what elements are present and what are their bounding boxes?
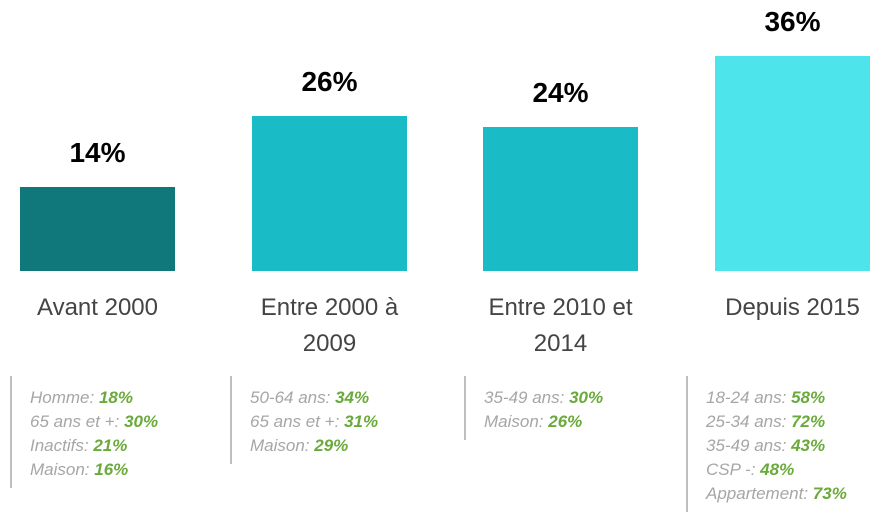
annotation-label: 65 ans et +: [30,412,120,431]
value-label: 24% [532,77,589,109]
annotation-label: Appartement: [706,484,809,503]
category-label: Avant 2000 [37,294,158,321]
annotation-label: Maison: [30,460,90,479]
annotation: 50-64 ans: 34% 65 ans et +: 31% Maison: 29… [230,376,378,464]
annotation-line: Inactifs: 21% [30,434,158,458]
annotation-line: 18-24 ans: 58% [706,386,847,410]
annotation-label: Inactifs: [30,436,89,455]
annotation-line: Maison: 16% [30,458,158,482]
annotation-label: 50-64 ans: [250,388,331,407]
annotation-line: 65 ans et +: 30% [30,410,158,434]
annotation-label: Homme: [30,388,95,407]
annotation-label: Maison: [484,412,544,431]
annotation-label: 18-24 ans: [706,388,787,407]
annotation-label: 65 ans et +: [250,412,340,431]
annotation-value: 16% [94,460,129,479]
bar [483,127,638,271]
annotation-value: 31% [344,412,379,431]
annotation-label: 35-49 ans: [484,388,565,407]
category-label: Depuis 2015 [725,294,860,321]
annotation-line: Appartement: 73% [706,482,847,506]
bar [20,187,175,271]
annotation-value: 48% [760,460,795,479]
annotation-line: CSP -: 48% [706,458,847,482]
annotation-line: 25-34 ans: 72% [706,410,847,434]
annotation-value: 26% [548,412,583,431]
annotation-value: 43% [791,436,826,455]
annotation: 35-49 ans: 30% Maison: 26% [464,376,603,440]
annotation: Homme: 18% 65 ans et +: 30% Inactifs: 21% M… [10,376,158,488]
annotation: 18-24 ans: 58% 25-34 ans: 72% 35-49 ans: 4… [686,376,847,512]
annotation-value: 34% [335,388,370,407]
annotation-value: 29% [314,436,349,455]
annotation-line: Homme: 18% [30,386,158,410]
annotation-line: 50-64 ans: 34% [250,386,378,410]
value-label: 26% [301,65,358,97]
category-label: Entre 2010 et 2014 [488,294,633,357]
annotation-line: Maison: 26% [484,410,603,434]
annotation-line: 35-49 ans: 43% [706,434,847,458]
annotation-value: 18% [98,388,133,407]
annotation-label: Maison: [250,436,310,455]
bar [252,115,407,271]
category-label: Entre 2000 à 2009 [260,294,399,357]
bar [715,55,870,271]
annotation-line: 35-49 ans: 30% [484,386,603,410]
annotation-line: Maison: 29% [250,434,378,458]
annotation-value: 30% [124,412,159,431]
annotation-value: 72% [791,412,826,431]
annotation-label: 25-34 ans: [706,412,787,431]
annotation-value: 73% [812,484,847,503]
annotation-value: 30% [569,388,604,407]
value-label: 36% [764,5,821,37]
annotation-value: 58% [791,388,826,407]
annotation-value: 21% [93,436,128,455]
annotation-label: CSP -: [706,460,756,479]
annotation-line: 65 ans et +: 31% [250,410,378,434]
annotation-label: 35-49 ans: [706,436,787,455]
value-label: 14% [69,137,126,169]
